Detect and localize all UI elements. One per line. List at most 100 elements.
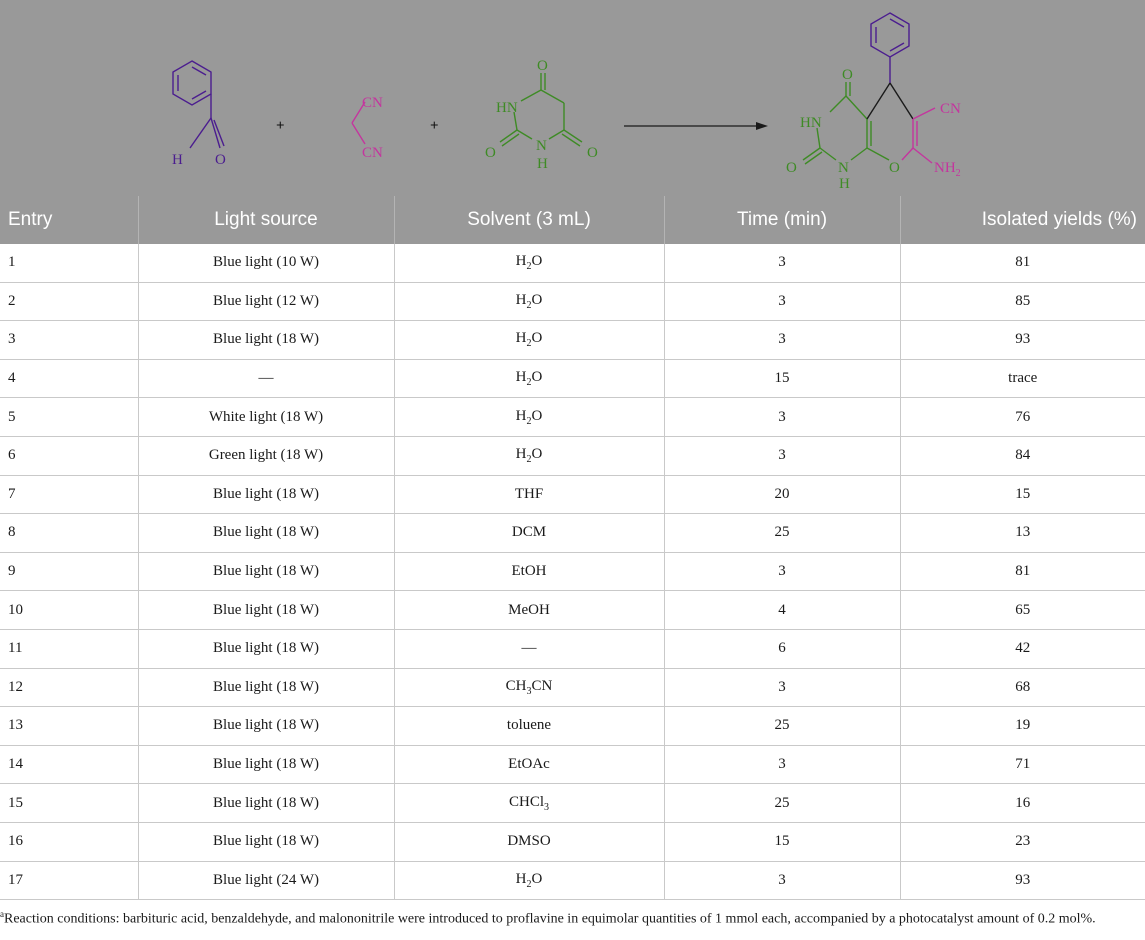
footnote-marker: a bbox=[0, 909, 4, 919]
solvent-formula: CHCl bbox=[508, 793, 544, 810]
solvent-formula: H bbox=[515, 291, 527, 308]
plus-sign-2: + bbox=[430, 118, 439, 134]
barbituric-acid-structure bbox=[499, 73, 583, 147]
solvent-formula: H bbox=[515, 369, 527, 386]
product-h-label: H bbox=[839, 176, 850, 192]
product-n-label: N bbox=[838, 160, 849, 176]
cell-isolated-yield: 76 bbox=[900, 397, 1145, 437]
cell-entry: 16 bbox=[0, 822, 139, 862]
cell-time: 3 bbox=[664, 282, 901, 322]
cell-solvent: DMSO bbox=[394, 822, 665, 862]
cell-entry: 3 bbox=[0, 320, 139, 360]
cell-entry: 1 bbox=[0, 244, 139, 283]
cell-isolated-yield: 85 bbox=[900, 282, 1145, 322]
solvent-formula: toluene bbox=[506, 717, 552, 734]
cell-time: 15 bbox=[664, 822, 901, 862]
reaction-scheme-drawing: H O + CN CN + bbox=[172, 12, 961, 192]
cell-entry: 17 bbox=[0, 861, 139, 901]
header-entry: Entry bbox=[0, 196, 139, 244]
solvent-formula: DMSO bbox=[507, 833, 551, 850]
table-header-row: Entry Light source Solvent (3 mL) Time (… bbox=[0, 196, 1145, 244]
solvent-formula-suffix: O bbox=[531, 369, 543, 386]
product-o-left: O bbox=[786, 160, 797, 176]
cell-entry: 7 bbox=[0, 475, 139, 515]
cell-isolated-yield: 93 bbox=[900, 320, 1145, 360]
solvent-formula-suffix: O bbox=[531, 330, 543, 347]
cell-entry: 13 bbox=[0, 706, 139, 746]
product-cn-label: CN bbox=[940, 101, 961, 117]
solvent-formula: H bbox=[515, 253, 527, 270]
aldehyde-h-label: H bbox=[172, 152, 183, 168]
cell-solvent: DCM bbox=[394, 513, 665, 553]
solvent-subscript: 2 bbox=[526, 878, 532, 890]
product-nh2-label: NH2 bbox=[934, 160, 961, 179]
cell-time: 20 bbox=[664, 475, 901, 515]
cell-entry: 15 bbox=[0, 783, 139, 823]
product-nitrile-amine bbox=[901, 107, 936, 164]
solvent-formula-suffix: CN bbox=[531, 677, 553, 694]
product-hn-label: HN bbox=[800, 115, 822, 131]
cell-solvent: H2O bbox=[394, 320, 665, 360]
solvent-subscript: 2 bbox=[526, 377, 532, 389]
cell-light-source: Blue light (18 W) bbox=[138, 552, 395, 592]
table-row: 6 Green light (18 W) H2O 3 84 bbox=[0, 436, 1145, 476]
cell-time: 3 bbox=[664, 668, 901, 708]
cell-entry: 10 bbox=[0, 590, 139, 630]
solvent-formula: EtOAc bbox=[508, 756, 550, 773]
cell-light-source: White light (18 W) bbox=[138, 397, 395, 437]
header-solvent: Solvent (3 mL) bbox=[394, 196, 665, 244]
cell-isolated-yield: 68 bbox=[900, 668, 1145, 708]
cell-isolated-yield: 84 bbox=[900, 436, 1145, 476]
solvent-subscript: 2 bbox=[526, 338, 532, 350]
cell-isolated-yield: trace bbox=[900, 359, 1145, 399]
cell-time: 3 bbox=[664, 552, 901, 592]
barbituric-hn-label: HN bbox=[496, 100, 518, 116]
cell-time: 3 bbox=[664, 320, 901, 360]
cell-time: 3 bbox=[664, 436, 901, 476]
cell-time: 3 bbox=[664, 745, 901, 785]
table-row: 17 Blue light (24 W) H2O 3 93 bbox=[0, 861, 1145, 901]
table-footnote: aReaction conditions: barbituric acid, b… bbox=[0, 905, 1135, 929]
cell-time: 25 bbox=[664, 513, 901, 553]
table-row: 14 Blue light (18 W) EtOAc 3 71 bbox=[0, 745, 1145, 785]
barbituric-o-left: O bbox=[485, 145, 496, 161]
cell-light-source: Blue light (12 W) bbox=[138, 282, 395, 322]
cell-isolated-yield: 42 bbox=[900, 629, 1145, 669]
cell-light-source: Green light (18 W) bbox=[138, 436, 395, 476]
cell-solvent: H2O bbox=[394, 282, 665, 322]
cell-light-source: Blue light (18 W) bbox=[138, 513, 395, 553]
cell-time: 25 bbox=[664, 783, 901, 823]
product-o-top: O bbox=[842, 67, 853, 83]
cell-solvent: H2O bbox=[394, 436, 665, 476]
cell-entry: 4 bbox=[0, 359, 139, 399]
cell-solvent: H2O bbox=[394, 359, 665, 399]
product-pyrimidine-ring bbox=[802, 82, 890, 165]
solvent-formula: — bbox=[521, 640, 537, 657]
reaction-arrow bbox=[624, 122, 768, 130]
table-row: 5 White light (18 W) H2O 3 76 bbox=[0, 397, 1145, 437]
cell-isolated-yield: 16 bbox=[900, 783, 1145, 823]
cell-light-source: Blue light (18 W) bbox=[138, 822, 395, 862]
cell-time: 3 bbox=[664, 397, 901, 437]
solvent-formula: CH bbox=[505, 677, 527, 694]
table-row: 16 Blue light (18 W) DMSO 15 23 bbox=[0, 822, 1145, 862]
solvent-subscript: 2 bbox=[526, 454, 532, 466]
cell-entry: 12 bbox=[0, 668, 139, 708]
solvent-formula: H bbox=[515, 870, 527, 887]
cell-entry: 11 bbox=[0, 629, 139, 669]
cell-light-source: Blue light (18 W) bbox=[138, 320, 395, 360]
table-row: 11 Blue light (18 W) — 6 42 bbox=[0, 629, 1145, 669]
reaction-scheme: H O + CN CN + bbox=[0, 0, 1145, 196]
cell-light-source: Blue light (18 W) bbox=[138, 475, 395, 515]
cell-solvent: CH3CN bbox=[394, 668, 665, 708]
cell-light-source: — bbox=[138, 359, 395, 399]
product-pyran-ring bbox=[866, 82, 914, 120]
solvent-subscript: 3 bbox=[544, 801, 549, 813]
table-row: 2 Blue light (12 W) H2O 3 85 bbox=[0, 282, 1145, 322]
table-row: 12 Blue light (18 W) CH3CN 3 68 bbox=[0, 668, 1145, 708]
malononitrile-structure bbox=[351, 101, 366, 145]
table-row: 15 Blue light (18 W) CHCl3 25 16 bbox=[0, 783, 1145, 823]
malononitrile-cn-top: CN bbox=[362, 95, 383, 111]
cell-isolated-yield: 93 bbox=[900, 861, 1145, 901]
